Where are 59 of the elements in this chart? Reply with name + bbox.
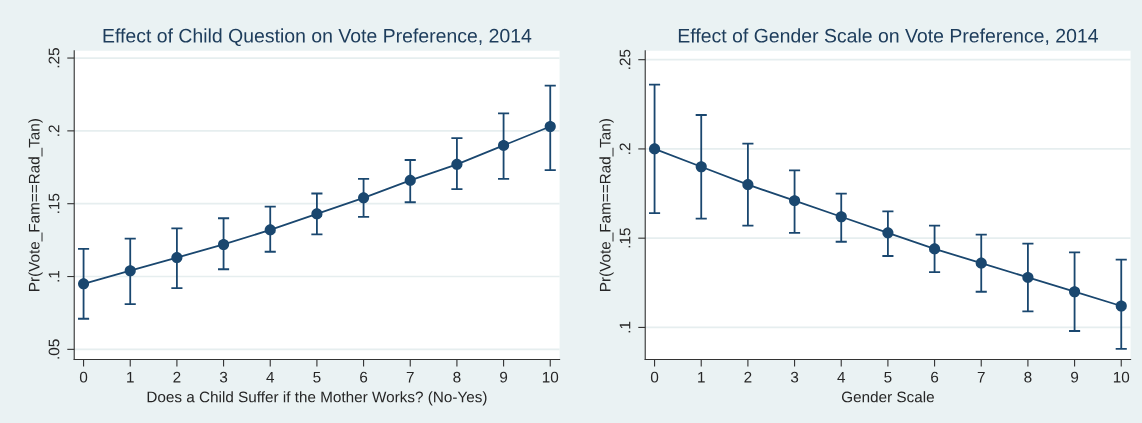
x-tick-label: 8 — [453, 371, 461, 383]
x-tick-label: 6 — [360, 371, 368, 383]
point — [358, 192, 370, 204]
x-tick-label: 4 — [837, 371, 846, 383]
x-tick-label: 6 — [931, 371, 939, 383]
y-tick-label: .15 — [48, 193, 60, 213]
x-tick-label: 2 — [744, 371, 752, 383]
x-tick-label: 1 — [698, 371, 705, 383]
x-tick-label: 7 — [977, 371, 985, 383]
y-tick-label: .1 — [48, 270, 60, 282]
y-tick-label: .15 — [619, 228, 631, 248]
x-tick-label: 9 — [500, 371, 508, 383]
y-axis-title: Pr(Vote_Fam==Rad_Tan) — [28, 119, 43, 291]
point — [124, 265, 136, 277]
x-tick-label: 3 — [790, 371, 799, 383]
x-tick-label: 9 — [1071, 371, 1079, 383]
x-tick-label: 5 — [313, 371, 321, 383]
y-tick-label: .2 — [619, 143, 631, 154]
y-tick-label: .25 — [619, 49, 631, 69]
point — [311, 208, 323, 220]
point — [1022, 271, 1034, 283]
point — [404, 174, 416, 186]
x-tick-label: 10 — [1113, 371, 1130, 383]
x-tick-label: 5 — [884, 371, 892, 383]
x-tick-label: 8 — [1024, 371, 1032, 383]
point — [929, 243, 941, 255]
y-tick-label: .2 — [48, 125, 60, 136]
x-tick-label: 2 — [173, 371, 181, 383]
x-axis-title: Does a Child Suffer if the Mother Works? (No-Yes) — [147, 391, 487, 406]
x-tick-label: 1 — [127, 371, 134, 383]
x-tick-label: 0 — [79, 371, 88, 383]
point — [695, 161, 707, 173]
point — [742, 179, 754, 191]
point — [218, 238, 230, 251]
point — [789, 195, 801, 207]
point — [498, 139, 510, 151]
y-axis-title: Pr(Vote_Fam==Rad_Tan) — [599, 119, 614, 291]
x-tick-label: 7 — [406, 371, 414, 383]
point — [1115, 300, 1127, 312]
point — [1069, 286, 1081, 298]
point — [264, 224, 276, 236]
x-tick-label: 10 — [542, 371, 559, 383]
point — [451, 158, 463, 170]
y-tick-label: .25 — [48, 48, 60, 68]
chart-title: Effect of Gender Scale on Vote Preference, 2014 — [678, 28, 1098, 45]
x-tick-label: 3 — [219, 371, 228, 383]
point — [544, 120, 556, 133]
point — [649, 143, 661, 155]
point — [835, 211, 847, 223]
x-tick-label: 4 — [266, 371, 275, 383]
x-axis-title: Gender Scale — [841, 391, 934, 403]
point — [975, 257, 987, 269]
point — [171, 252, 183, 264]
chart-title: Effect of Child Question on Vote Preference, 2014 — [103, 28, 532, 47]
point — [882, 227, 894, 239]
x-tick-label: 0 — [650, 371, 659, 383]
y-tick-label: .05 — [48, 339, 60, 359]
y-tick-label: .1 — [619, 321, 631, 333]
point — [78, 278, 90, 290]
